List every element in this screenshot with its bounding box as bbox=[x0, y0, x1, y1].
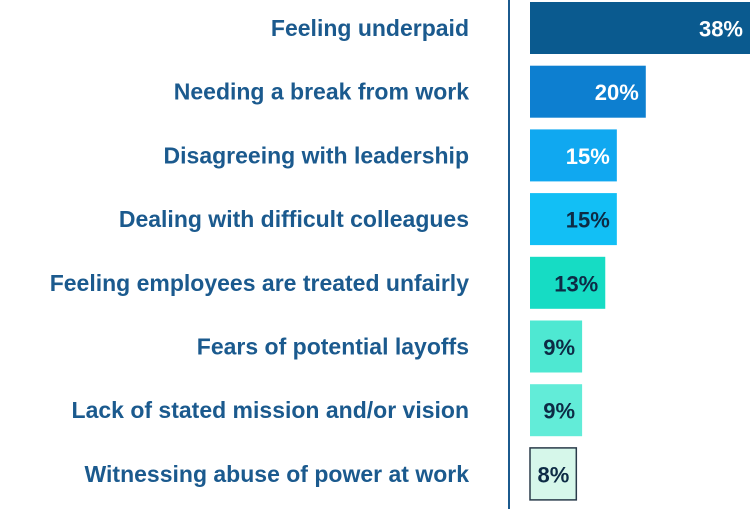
bar bbox=[530, 193, 617, 246]
value-label: 9% bbox=[543, 335, 575, 360]
value-label: 20% bbox=[595, 80, 639, 105]
value-label: 9% bbox=[543, 399, 575, 424]
value-label: 38% bbox=[699, 17, 743, 42]
bar bbox=[530, 256, 606, 309]
bar bbox=[530, 2, 750, 54]
bars bbox=[529, 2, 750, 501]
category-label: Dealing with difficult colleagues bbox=[119, 206, 469, 232]
value-label: 13% bbox=[554, 271, 598, 296]
bar bbox=[529, 447, 578, 501]
category-label: Witnessing abuse of power at work bbox=[85, 461, 470, 487]
category-label: Fears of potential layoffs bbox=[197, 334, 469, 360]
value-label: 15% bbox=[566, 144, 610, 169]
category-labels: Feeling underpaid Needing a break from wo… bbox=[50, 15, 469, 487]
category-label: Lack of stated mission and/or vision bbox=[72, 397, 469, 423]
category-label: Disagreeing with leadership bbox=[164, 142, 469, 168]
value-label: 15% bbox=[566, 208, 610, 233]
bar bbox=[530, 129, 617, 182]
category-label: Needing a break from work bbox=[174, 79, 469, 105]
category-label: Feeling underpaid bbox=[271, 15, 469, 41]
bar bbox=[530, 384, 583, 437]
bar bbox=[530, 65, 646, 118]
value-labels: 38% 20% 15% 15% 13% 9% 9% 8% bbox=[538, 17, 743, 488]
bar bbox=[530, 320, 583, 373]
value-label: 8% bbox=[538, 462, 570, 487]
category-label: Feeling employees are treated unfairly bbox=[50, 270, 469, 296]
